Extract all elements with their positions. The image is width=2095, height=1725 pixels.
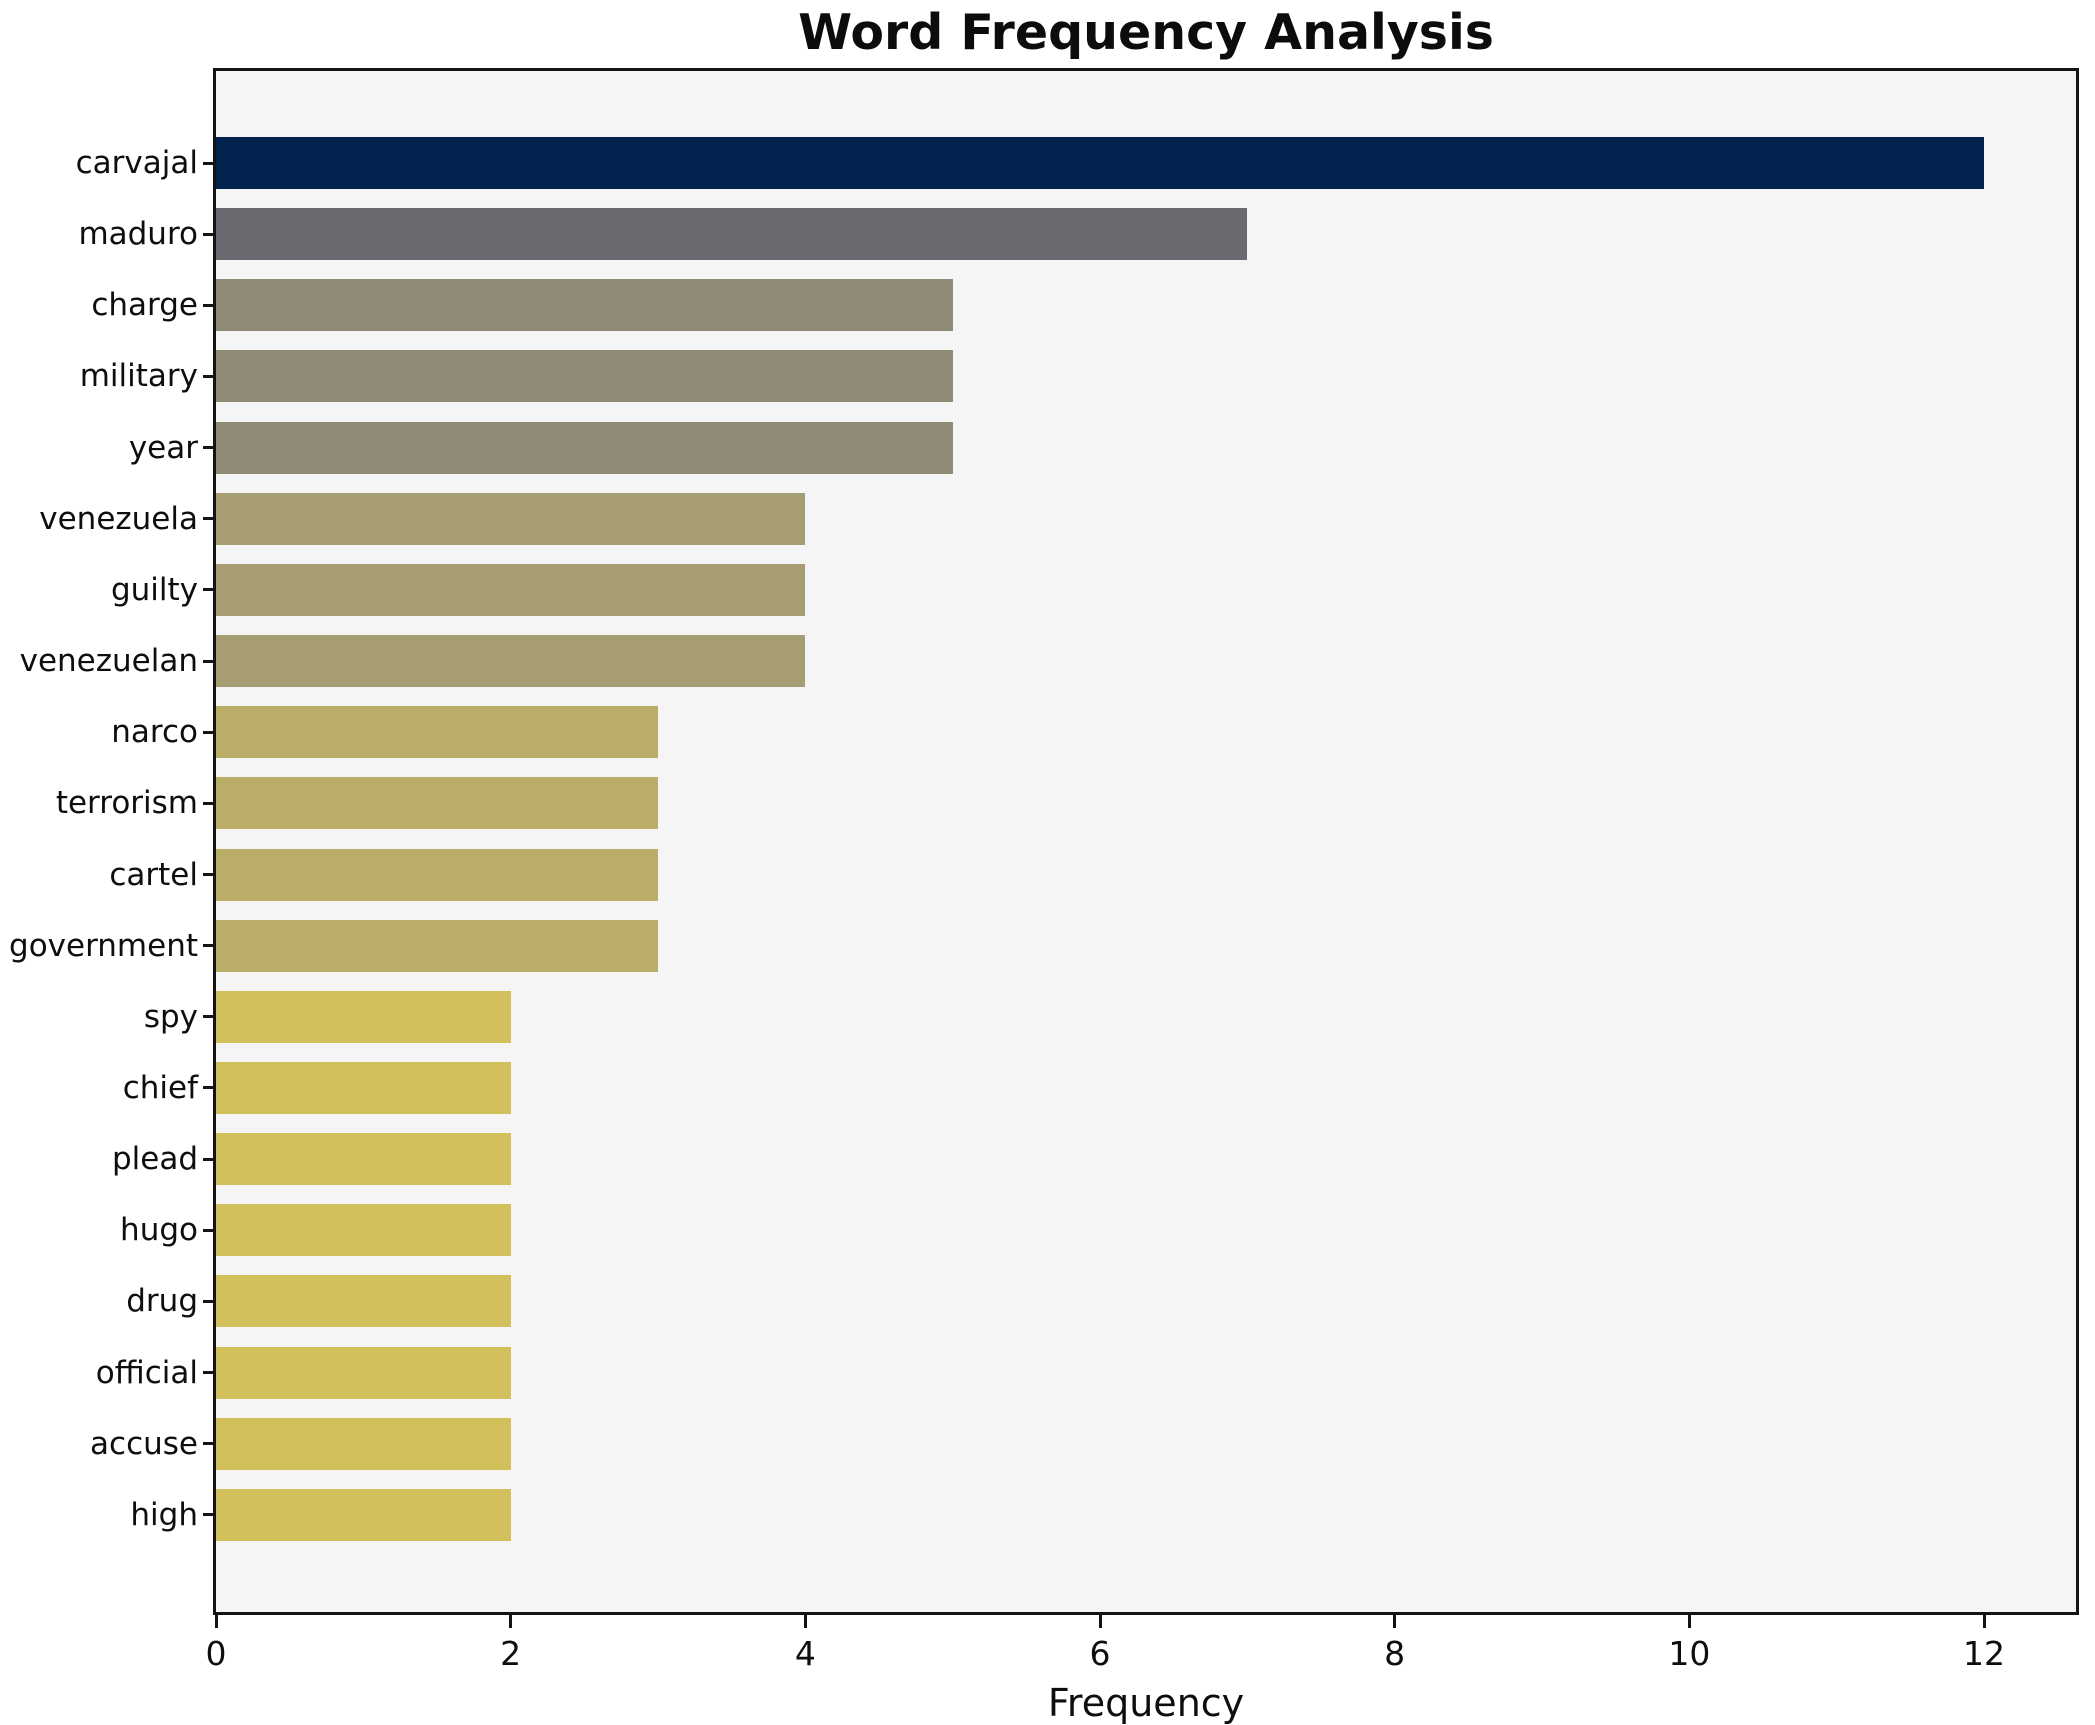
y-label-venezuelan: venezuelan bbox=[19, 643, 198, 680]
bar-military bbox=[216, 350, 953, 403]
bar-plead bbox=[216, 1133, 511, 1186]
y-tick-mark bbox=[203, 730, 215, 734]
x-axis-title: Frequency bbox=[1047, 1681, 1245, 1725]
x-tick-label-0: 0 bbox=[205, 1634, 227, 1673]
y-tick-mark bbox=[203, 446, 215, 450]
y-tick-mark bbox=[203, 1086, 215, 1090]
y-label-government: government bbox=[9, 927, 198, 964]
x-tick-label-10: 10 bbox=[1668, 1634, 1711, 1673]
y-label-narco: narco bbox=[111, 714, 198, 751]
bar-charge bbox=[216, 279, 953, 332]
y-tick-mark bbox=[203, 1228, 215, 1232]
y-tick-mark bbox=[203, 374, 215, 378]
x-tick-mark bbox=[1982, 1615, 1986, 1628]
y-tick-mark bbox=[203, 1371, 215, 1375]
x-tick-label-8: 8 bbox=[1384, 1634, 1406, 1673]
y-label-spy: spy bbox=[143, 998, 198, 1035]
y-label-charge: charge bbox=[91, 287, 198, 324]
y-tick-mark bbox=[203, 588, 215, 592]
bar-venezuela bbox=[216, 492, 806, 545]
y-tick-mark bbox=[203, 161, 215, 165]
y-tick-mark bbox=[203, 801, 215, 805]
y-label-hugo: hugo bbox=[120, 1212, 198, 1249]
x-tick-label-4: 4 bbox=[794, 1634, 816, 1673]
y-tick-mark bbox=[203, 873, 215, 876]
x-tick-label-2: 2 bbox=[500, 1634, 522, 1673]
y-label-guilty: guilty bbox=[110, 571, 198, 608]
bar-cartel bbox=[216, 848, 658, 901]
y-label-drug: drug bbox=[126, 1283, 198, 1320]
x-tick-mark bbox=[1393, 1615, 1397, 1628]
bar-guilty bbox=[216, 563, 806, 616]
y-tick-mark bbox=[203, 303, 215, 307]
y-label-high: high bbox=[130, 1496, 198, 1533]
y-tick-mark bbox=[203, 1015, 215, 1019]
y-tick-mark bbox=[203, 232, 215, 236]
y-label-carvajal: carvajal bbox=[75, 145, 198, 181]
bar-terrorism bbox=[216, 777, 658, 830]
bar-drug bbox=[216, 1275, 511, 1328]
y-tick-mark bbox=[203, 1442, 215, 1446]
y-label-official: official bbox=[95, 1354, 198, 1391]
bar-venezuelan bbox=[216, 635, 806, 688]
y-label-year: year bbox=[128, 429, 198, 466]
x-tick-mark bbox=[214, 1615, 218, 1628]
y-label-terrorism: terrorism bbox=[55, 785, 198, 822]
x-tick-mark bbox=[1687, 1615, 1691, 1628]
y-label-maduro: maduro bbox=[78, 216, 198, 253]
x-tick-label-12: 12 bbox=[1963, 1634, 2005, 1673]
y-label-chief: chief bbox=[122, 1069, 198, 1106]
y-tick-mark bbox=[203, 659, 215, 663]
chart-title: Word Frequency Analysis bbox=[798, 4, 1494, 61]
x-tick-mark bbox=[803, 1615, 807, 1628]
y-tick-mark bbox=[203, 1513, 215, 1517]
y-label-military: military bbox=[79, 358, 198, 395]
x-tick-label-6: 6 bbox=[1089, 1634, 1111, 1673]
y-label-venezuela: venezuela bbox=[39, 500, 198, 537]
y-tick-mark bbox=[203, 944, 215, 948]
bar-government bbox=[216, 919, 658, 972]
bar-hugo bbox=[216, 1204, 511, 1257]
bar-accuse bbox=[216, 1417, 511, 1470]
y-tick-mark bbox=[203, 1299, 215, 1303]
bar-carvajal bbox=[216, 137, 1984, 189]
plot-area bbox=[213, 68, 2079, 1615]
bar-maduro bbox=[216, 208, 1248, 261]
bar-chief bbox=[216, 1061, 511, 1114]
bar-year bbox=[216, 421, 953, 474]
bar-spy bbox=[216, 990, 511, 1043]
bar-official bbox=[216, 1346, 511, 1399]
bar-high bbox=[216, 1488, 511, 1541]
y-label-plead: plead bbox=[111, 1141, 198, 1178]
x-tick-mark bbox=[1098, 1615, 1102, 1628]
x-tick-mark bbox=[509, 1615, 513, 1628]
y-label-cartel: cartel bbox=[109, 856, 198, 893]
y-tick-mark bbox=[203, 1157, 215, 1161]
bar-narco bbox=[216, 706, 658, 759]
y-tick-mark bbox=[203, 517, 215, 521]
y-label-accuse: accuse bbox=[90, 1425, 198, 1462]
